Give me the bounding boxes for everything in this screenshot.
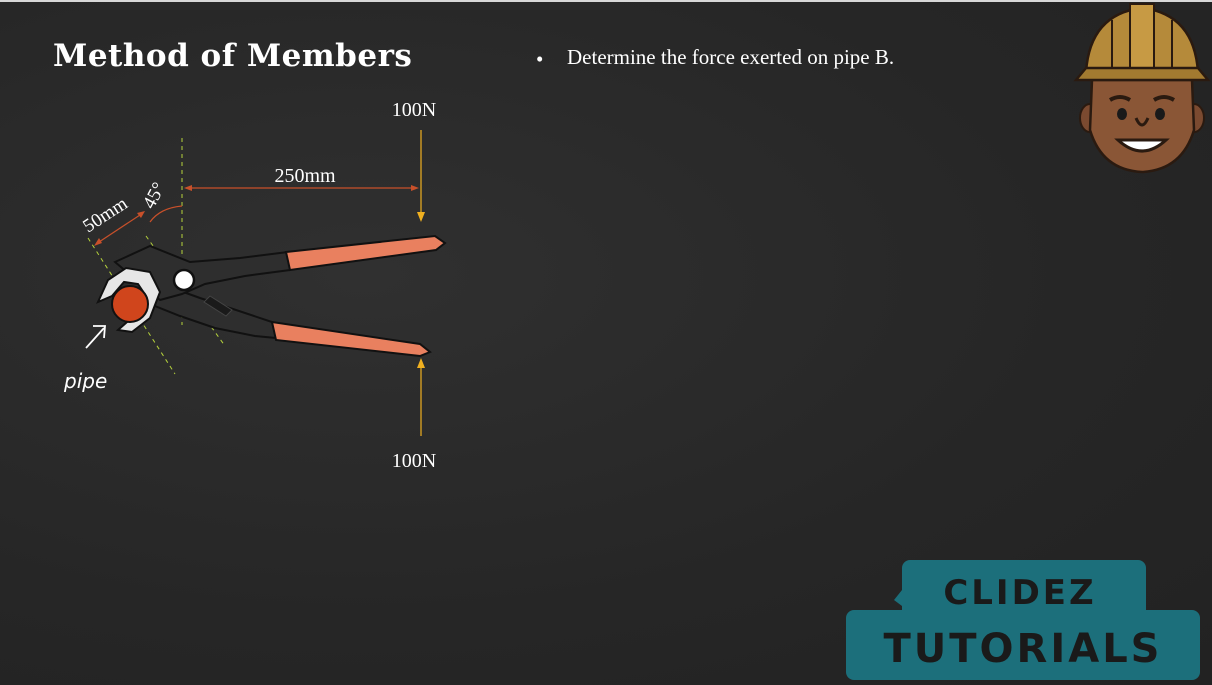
pipe-pointer-arrow	[85, 325, 106, 349]
dimension-250	[184, 185, 419, 191]
bullet-dot-icon: •	[536, 47, 544, 71]
pivot-pin	[172, 268, 196, 292]
dimension-50	[94, 211, 145, 246]
adjust-slot	[203, 295, 233, 317]
force-top-label: 100N	[392, 99, 436, 121]
logo-box-top	[902, 560, 1146, 624]
pipe-circle	[111, 285, 149, 323]
upper-handle-grip	[284, 234, 447, 272]
dim-250-label: 250mm	[274, 165, 336, 187]
pliers-diagram: 250mm 50mm 45° 100N 100N pipe	[63, 99, 447, 472]
dim-50-label: 50mm	[79, 193, 131, 237]
mascot-avatar-icon	[1073, 3, 1211, 174]
logo-line2: TUTORIALS	[884, 626, 1163, 672]
slide-title: Method of Members	[53, 38, 413, 74]
logo-box-bottom	[846, 610, 1200, 680]
clidez-tutorials-logo: CLIDEZ TUTORIALS	[846, 560, 1200, 680]
angle-label: 45°	[139, 179, 170, 212]
bullet-text: Determine the force exerted on pipe B.	[567, 45, 895, 69]
logo-line1: CLIDEZ	[943, 573, 1096, 613]
lower-handle-grip	[270, 320, 432, 358]
force-arrows	[417, 130, 425, 436]
force-bottom-label: 100N	[392, 450, 436, 472]
angle-arc	[149, 205, 183, 223]
top-border	[0, 0, 1212, 2]
pipe-label: pipe	[63, 369, 107, 393]
